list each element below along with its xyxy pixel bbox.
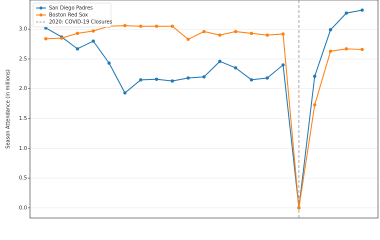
data-point (328, 49, 333, 53)
legend-box (32, 2, 112, 28)
y-tick-label: 2.5 (19, 56, 27, 62)
data-point (186, 37, 190, 41)
data-point (281, 32, 285, 36)
data-point (360, 8, 364, 12)
data-point (170, 79, 174, 83)
data-point (234, 66, 238, 70)
data-point (107, 61, 111, 65)
data-point (249, 31, 254, 35)
data-point (249, 78, 254, 82)
data-point (75, 31, 80, 35)
data-point (91, 29, 95, 33)
data-point (297, 206, 301, 210)
data-point (44, 37, 48, 41)
y-axis-label: Season Attendance (in millions) (6, 69, 12, 148)
data-point (202, 75, 206, 79)
data-point (313, 74, 317, 78)
legend-marker (39, 13, 43, 17)
data-point (234, 29, 238, 34)
data-point (202, 29, 206, 34)
data-point (154, 77, 159, 81)
data-point (281, 63, 285, 67)
data-point (139, 78, 143, 82)
data-point (265, 33, 269, 37)
y-tick-label: 3.0 (19, 27, 27, 33)
data-point (60, 36, 64, 40)
plot-frame (29, 0, 379, 219)
series-line (45, 25, 363, 208)
legend-label: 2020: COVID-19 Closures (49, 20, 113, 26)
data-point (328, 28, 333, 32)
legend-label: San Diego Padres (49, 6, 93, 12)
data-point (170, 24, 174, 28)
data-point (75, 47, 80, 51)
data-point (344, 11, 348, 15)
legend-marker (39, 6, 43, 10)
data-point (344, 47, 348, 51)
data-point (218, 33, 222, 37)
legend-label: Boston Red Sox (49, 13, 88, 19)
data-point (154, 24, 159, 28)
y-tick-label: 0.0 (19, 205, 27, 211)
y-tick-label: 2.0 (19, 86, 27, 92)
data-point (91, 39, 95, 43)
data-point (313, 103, 317, 107)
data-point (139, 24, 143, 28)
data-point (218, 59, 222, 63)
data-point (186, 76, 190, 80)
data-point (360, 47, 364, 52)
data-point (123, 24, 127, 28)
data-point (265, 76, 269, 80)
y-tick-label: 1.5 (19, 116, 27, 122)
y-tick-label: 0.5 (19, 176, 27, 182)
chart: Season Attendance (in millions) 0.0 0.5 1.… (6, 0, 379, 219)
y-tick-label: 1.0 (19, 146, 27, 152)
data-point (123, 91, 127, 95)
